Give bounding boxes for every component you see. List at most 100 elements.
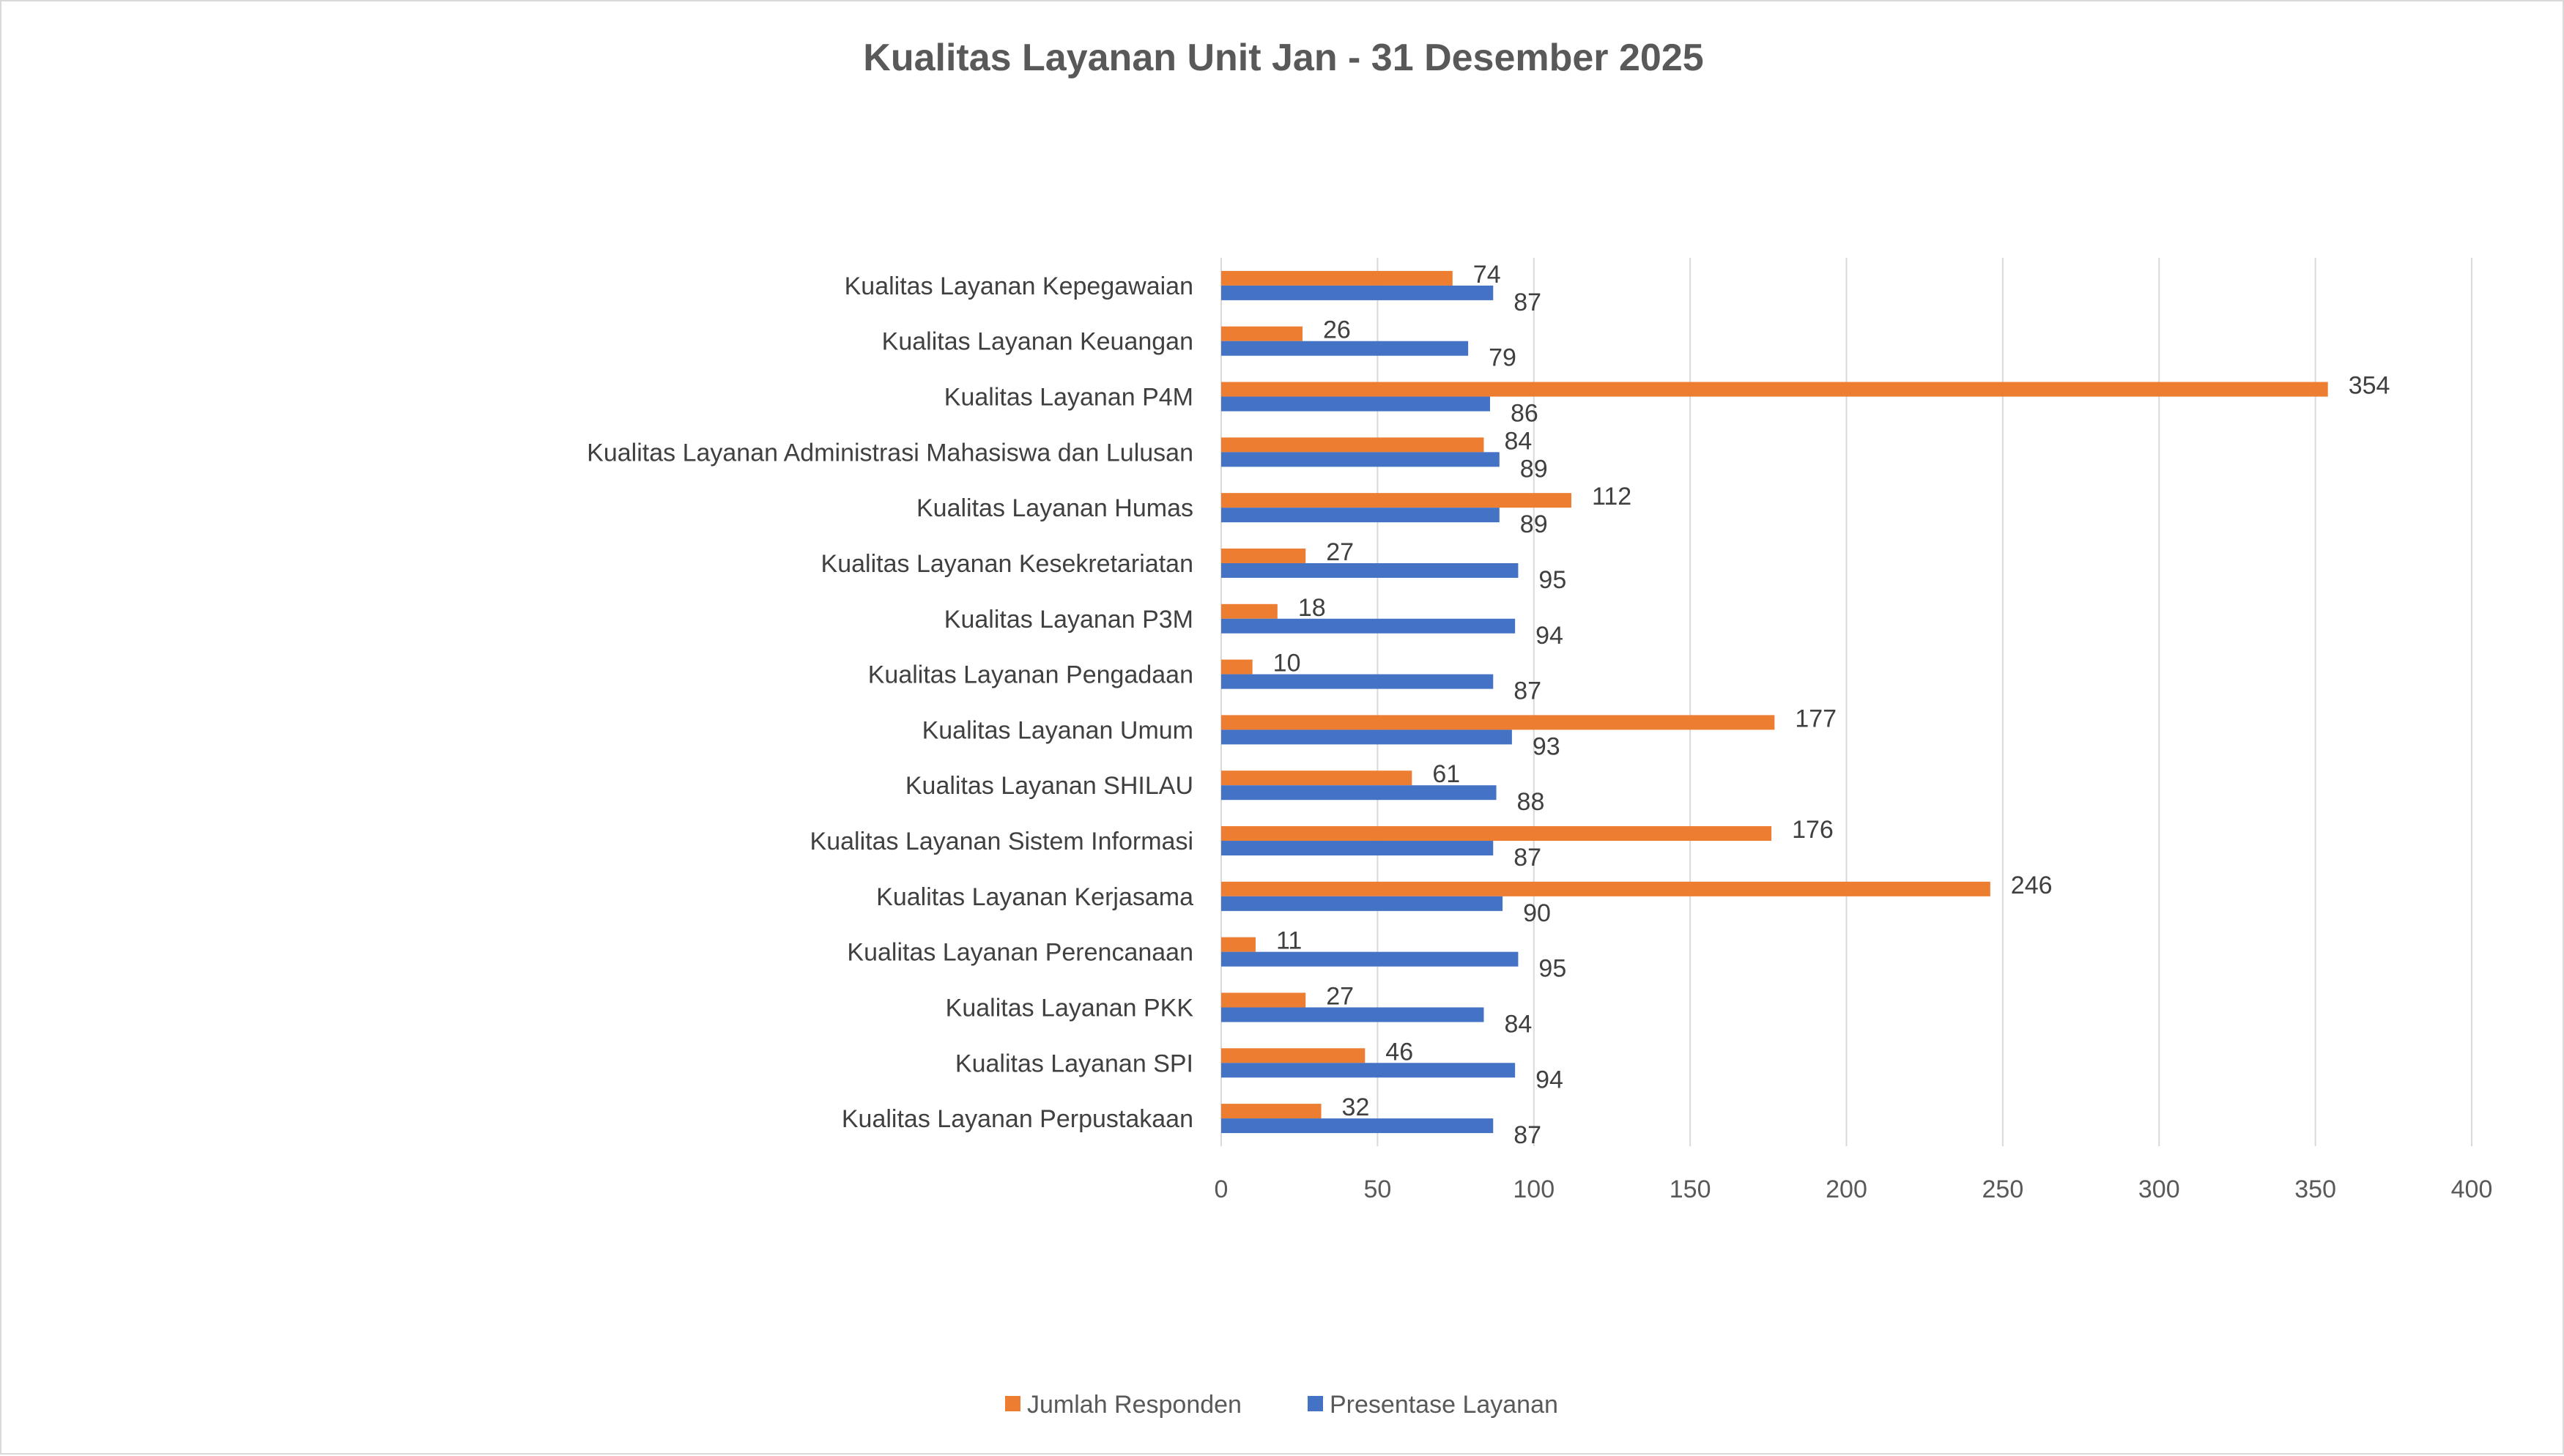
- bar-jumlah-responden: [1221, 270, 1453, 286]
- bar-presentase-layanan: [1221, 1007, 1484, 1022]
- bar-presentase-layanan: [1221, 1063, 1516, 1078]
- data-label-presentase-layanan: 87: [1513, 677, 1541, 705]
- bar-jumlah-responden: [1221, 1048, 1366, 1063]
- bar-jumlah-responden: [1221, 770, 1412, 786]
- data-label-presentase-layanan: 89: [1520, 510, 1548, 538]
- legend-label-jumlah-responden: Jumlah Responden: [1027, 1391, 1242, 1419]
- category-label: Kualitas Layanan Perpustakaan: [842, 1105, 1193, 1133]
- category-label: Kualitas Layanan Perencanaan: [847, 939, 1193, 967]
- bar-jumlah-responden: [1221, 382, 2328, 397]
- x-tick-label-250: 250: [1982, 1175, 2024, 1203]
- data-label-jumlah-responden: 27: [1326, 982, 1354, 1010]
- data-label-jumlah-responden: 11: [1276, 927, 1302, 955]
- bar-jumlah-responden: [1221, 826, 1772, 842]
- category-label: Kualitas Layanan Administrasi Mahasiswa …: [587, 439, 1193, 467]
- data-label-jumlah-responden: 46: [1385, 1038, 1413, 1066]
- bar-presentase-layanan: [1221, 729, 1512, 745]
- data-label-jumlah-responden: 10: [1273, 650, 1301, 677]
- bar-jumlah-responden: [1221, 881, 1990, 896]
- category-label: Kualitas Layanan P3M: [944, 606, 1193, 634]
- category-label: Kualitas Layanan PKK: [946, 994, 1194, 1022]
- category-label: Kualitas Layanan Pengadaan: [868, 661, 1193, 689]
- data-label-jumlah-responden: 176: [1792, 816, 1834, 844]
- bar-jumlah-responden: [1221, 437, 1484, 453]
- category-label: Kualitas Layanan P4M: [944, 384, 1193, 412]
- x-tick-label-300: 300: [2138, 1175, 2180, 1203]
- data-label-presentase-layanan: 87: [1513, 844, 1541, 872]
- legend-swatch-presentase-layanan: [1308, 1396, 1323, 1411]
- data-label-jumlah-responden: 26: [1323, 316, 1351, 344]
- bar-presentase-layanan: [1221, 674, 1494, 689]
- bars: [1221, 270, 2328, 1134]
- data-label-presentase-layanan: 88: [1517, 788, 1545, 816]
- category-label: Kualitas Layanan SPI: [955, 1050, 1193, 1077]
- data-label-presentase-layanan: 86: [1511, 400, 1538, 428]
- data-labels: 7487267935486848911289279518941087177936…: [1273, 261, 2390, 1149]
- data-label-presentase-layanan: 95: [1538, 955, 1566, 983]
- category-label: Kualitas Layanan Umum: [922, 716, 1193, 744]
- data-label-presentase-layanan: 95: [1538, 566, 1566, 594]
- data-label-presentase-layanan: 90: [1523, 899, 1551, 927]
- bar-presentase-layanan: [1221, 896, 1503, 911]
- category-label: Kualitas Layanan Keuangan: [882, 328, 1193, 356]
- category-label: Kualitas Layanan Humas: [916, 494, 1193, 522]
- bar-presentase-layanan: [1221, 841, 1494, 856]
- bar-jumlah-responden: [1221, 659, 1253, 675]
- category-label: Kualitas Layanan Kerjasama: [876, 883, 1193, 911]
- x-tick-label-50: 50: [1363, 1175, 1391, 1203]
- data-label-presentase-layanan: 94: [1535, 1066, 1563, 1093]
- bar-presentase-layanan: [1221, 951, 1519, 967]
- data-label-jumlah-responden: 84: [1504, 427, 1532, 455]
- bar-presentase-layanan: [1221, 508, 1500, 523]
- x-tick-label-100: 100: [1513, 1175, 1555, 1203]
- x-tick-label-200: 200: [1826, 1175, 1867, 1203]
- x-axis-tick-labels: 0 50 100 150 200 250 300 350 400: [1215, 1175, 2493, 1203]
- gridlines: [1220, 258, 2472, 1146]
- bar-jumlah-responden: [1221, 715, 1775, 730]
- x-tick-label-150: 150: [1670, 1175, 1711, 1203]
- bar-jumlah-responden: [1221, 937, 1256, 952]
- legend-swatch-jumlah-responden: [1005, 1396, 1020, 1411]
- data-label-presentase-layanan: 79: [1489, 344, 1516, 372]
- data-label-presentase-layanan: 87: [1513, 289, 1541, 316]
- legend: Jumlah Responden Presentase Layanan: [1005, 1391, 1558, 1419]
- bar-jumlah-responden: [1221, 992, 1306, 1008]
- data-label-jumlah-responden: 74: [1473, 261, 1501, 289]
- data-label-presentase-layanan: 89: [1520, 455, 1548, 483]
- x-tick-label-400: 400: [2451, 1175, 2493, 1203]
- bar-jumlah-responden: [1221, 326, 1303, 341]
- bar-jumlah-responden: [1221, 603, 1278, 619]
- bar-presentase-layanan: [1221, 618, 1516, 634]
- bar-jumlah-responden: [1221, 1104, 1322, 1119]
- bar-presentase-layanan: [1221, 396, 1491, 412]
- x-tick-label-350: 350: [2294, 1175, 2336, 1203]
- data-label-jumlah-responden: 112: [1592, 483, 1631, 510]
- chart-title: Kualitas Layanan Unit Jan - 31 Desember …: [863, 37, 1703, 79]
- category-label: Kualitas Layanan SHILAU: [905, 772, 1193, 800]
- bar-presentase-layanan: [1221, 785, 1497, 801]
- x-tick-label-0: 0: [1215, 1175, 1229, 1203]
- data-label-presentase-layanan: 87: [1513, 1121, 1541, 1149]
- data-label-jumlah-responden: 354: [2349, 372, 2390, 400]
- data-label-jumlah-responden: 246: [2011, 872, 2053, 899]
- bar-presentase-layanan: [1221, 562, 1519, 578]
- bar-presentase-layanan: [1221, 1118, 1494, 1134]
- data-label-jumlah-responden: 27: [1326, 538, 1354, 566]
- category-label: Kualitas Layanan Sistem Informasi: [810, 828, 1193, 855]
- category-labels: Kualitas Layanan Kepegawaian Kualitas Lay…: [587, 272, 1193, 1133]
- data-label-jumlah-responden: 18: [1298, 594, 1326, 622]
- data-label-jumlah-responden: 177: [1795, 705, 1837, 732]
- bar-jumlah-responden: [1221, 548, 1306, 563]
- data-label-presentase-layanan: 93: [1533, 732, 1560, 760]
- legend-label-presentase-layanan: Presentase Layanan: [1330, 1391, 1558, 1419]
- category-label: Kualitas Layanan Kepegawaian: [845, 272, 1193, 300]
- bar-presentase-layanan: [1221, 452, 1500, 467]
- data-label-presentase-layanan: 94: [1535, 622, 1563, 650]
- data-label-jumlah-responden: 32: [1342, 1093, 1370, 1121]
- bar-presentase-layanan: [1221, 341, 1469, 356]
- bar-presentase-layanan: [1221, 285, 1494, 300]
- data-label-presentase-layanan: 84: [1504, 1010, 1532, 1038]
- bar-jumlah-responden: [1221, 493, 1571, 508]
